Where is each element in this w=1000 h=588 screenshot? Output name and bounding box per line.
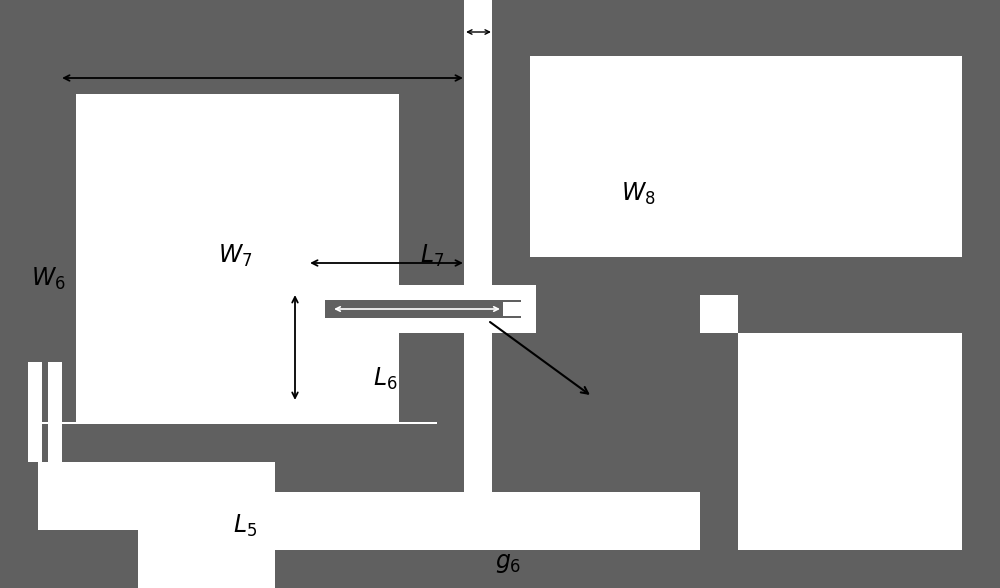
Bar [38, 56, 437, 94]
Text: $g_6$: $g_6$ [495, 552, 521, 575]
Text: $W_7$: $W_7$ [218, 243, 252, 269]
Bar [962, 56, 1000, 295]
Bar [0, 424, 475, 462]
Text: $W_8$: $W_8$ [621, 181, 655, 207]
Bar [38, 56, 437, 424]
Bar [399, 94, 437, 422]
Text: $L_7$: $L_7$ [420, 243, 444, 269]
Bar [0, 550, 275, 588]
Bar [700, 295, 1000, 588]
Bar [0, 550, 1000, 588]
Bar [530, 56, 962, 257]
Bar [738, 333, 962, 550]
Bar [38, 530, 138, 588]
Text: $L_6$: $L_6$ [373, 366, 397, 392]
Bar [138, 530, 275, 588]
Bar [275, 295, 700, 530]
Bar [0, 0, 38, 530]
Bar [275, 492, 464, 530]
Bar [700, 550, 1000, 588]
Bar [492, 257, 1000, 295]
Text: $W_6$: $W_6$ [31, 266, 65, 292]
Bar [48, 362, 62, 462]
Bar [503, 302, 521, 316]
Bar [464, 0, 492, 44]
Bar [464, 44, 492, 295]
Bar [38, 462, 275, 530]
Bar [76, 94, 399, 422]
Bar [310, 285, 536, 333]
Bar [700, 295, 738, 333]
Bar [38, 56, 76, 422]
Bar [437, 56, 475, 424]
Bar [492, 56, 530, 295]
Bar [0, 462, 38, 588]
Bar [962, 0, 1000, 588]
Bar [464, 295, 492, 530]
Bar [325, 300, 521, 318]
Bar [492, 492, 700, 530]
Text: $L_5$: $L_5$ [233, 513, 257, 539]
Bar [28, 362, 42, 462]
Bar [0, 0, 1000, 56]
